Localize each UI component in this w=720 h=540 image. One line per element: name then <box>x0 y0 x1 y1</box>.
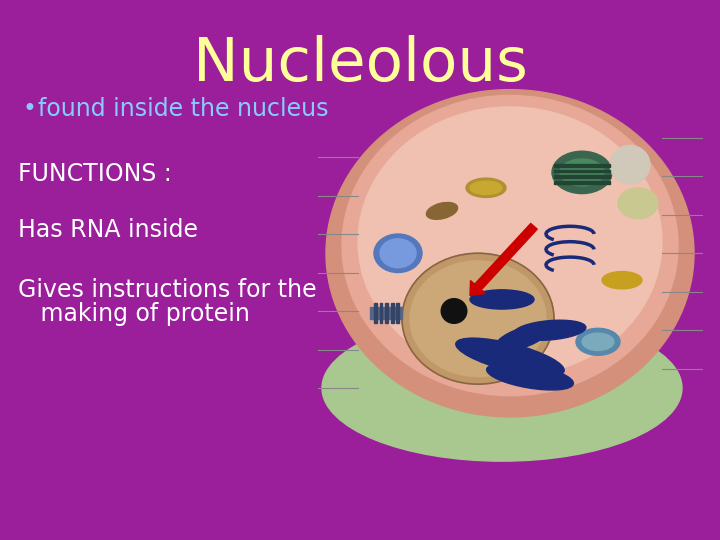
Text: Has RNA inside: Has RNA inside <box>18 218 198 242</box>
Text: making of protein: making of protein <box>18 302 250 326</box>
Bar <box>554 176 610 178</box>
Ellipse shape <box>487 363 573 390</box>
Ellipse shape <box>322 315 682 461</box>
Ellipse shape <box>470 290 534 309</box>
Ellipse shape <box>618 188 658 219</box>
Bar <box>370 307 402 319</box>
Bar <box>397 303 399 322</box>
Bar <box>391 303 394 322</box>
Bar <box>554 170 610 172</box>
Bar <box>554 164 610 167</box>
Text: Gives instructions for the: Gives instructions for the <box>18 278 317 302</box>
Circle shape <box>610 145 650 184</box>
Ellipse shape <box>326 90 694 417</box>
Ellipse shape <box>466 178 506 198</box>
Ellipse shape <box>560 159 604 186</box>
Circle shape <box>441 299 467 323</box>
Text: •: • <box>22 97 36 121</box>
Ellipse shape <box>402 253 554 384</box>
Bar <box>554 181 610 184</box>
Ellipse shape <box>410 261 546 376</box>
Ellipse shape <box>552 151 612 193</box>
Bar <box>385 303 388 322</box>
Ellipse shape <box>582 333 614 350</box>
Text: found inside the nucleus: found inside the nucleus <box>38 97 328 121</box>
Ellipse shape <box>342 96 678 396</box>
Text: Nucleolous: Nucleolous <box>192 35 528 94</box>
Ellipse shape <box>426 202 458 219</box>
FancyArrow shape <box>470 224 537 295</box>
Ellipse shape <box>602 272 642 289</box>
Bar <box>374 303 377 322</box>
Ellipse shape <box>358 107 662 376</box>
Bar <box>379 303 382 322</box>
Ellipse shape <box>514 320 586 340</box>
Ellipse shape <box>456 338 564 376</box>
Ellipse shape <box>374 234 422 273</box>
Ellipse shape <box>470 181 502 194</box>
Ellipse shape <box>495 325 549 351</box>
Text: FUNCTIONS :: FUNCTIONS : <box>18 162 172 186</box>
Ellipse shape <box>576 328 620 355</box>
Ellipse shape <box>380 239 416 268</box>
